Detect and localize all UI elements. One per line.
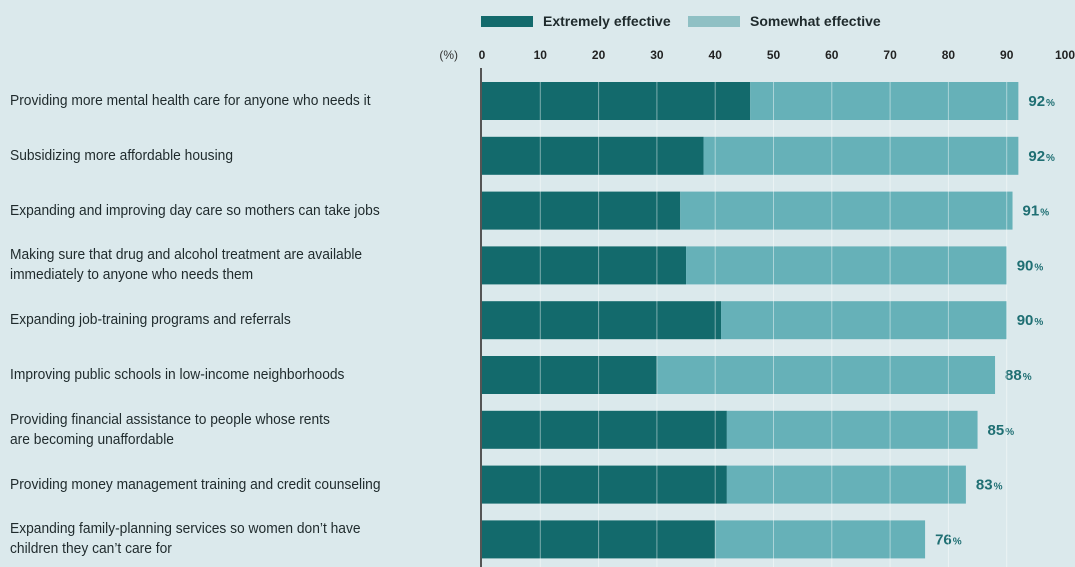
bar-extremely-effective xyxy=(482,191,681,230)
bar-extremely-effective xyxy=(482,301,722,340)
bar-somewhat-effective xyxy=(656,356,996,394)
category-label: Expanding job-training programs and refe… xyxy=(10,311,291,329)
bar-total-label: 90% xyxy=(1017,257,1044,274)
bar-somewhat-effective xyxy=(715,520,926,559)
legend-swatch xyxy=(481,15,533,27)
x-tick-label: 20 xyxy=(592,48,606,62)
legend-item-somewhat-effective: Somewhat effective xyxy=(688,10,881,32)
x-tick-label: 70 xyxy=(883,48,897,62)
x-tick-label: 30 xyxy=(650,48,664,62)
bar-total-label: 83% xyxy=(976,477,1003,494)
legend-swatch xyxy=(688,15,740,27)
x-tick-label: 50 xyxy=(767,48,781,62)
category-label: Providing money management training and … xyxy=(10,475,381,493)
category-label: Subsidizing more affordable housing xyxy=(10,146,233,164)
x-tick-label: 80 xyxy=(942,48,956,62)
bar-somewhat-effective xyxy=(680,191,1013,230)
bar-total-label: 90% xyxy=(1017,312,1044,329)
category-label: Making sure that drug and alcohol treatm… xyxy=(10,246,363,284)
bar-total-label: 85% xyxy=(988,422,1015,439)
bar-total-label: 92% xyxy=(1028,148,1055,165)
category-label: Providing more mental health care for an… xyxy=(10,92,371,109)
bar-extremely-effective xyxy=(482,82,751,120)
x-tick-label: 40 xyxy=(709,48,723,62)
bar-total-label: 92% xyxy=(1028,93,1055,110)
legend-label: Extremely effective xyxy=(543,13,671,29)
bar-somewhat-effective xyxy=(750,82,1019,120)
bar-somewhat-effective xyxy=(726,410,978,449)
category-label: Expanding family-planning services so wo… xyxy=(10,520,361,558)
bar-total-label: 91% xyxy=(1023,203,1050,220)
bar-extremely-effective xyxy=(482,520,716,559)
x-tick-label: 90 xyxy=(1000,48,1014,62)
bar-somewhat-effective xyxy=(726,465,966,504)
bar-total-label: 76% xyxy=(935,531,962,548)
legend-item-extremely-effective: Extremely effective xyxy=(481,10,671,32)
bar-somewhat-effective xyxy=(721,301,1007,340)
bar-somewhat-effective xyxy=(686,246,1007,285)
x-tick-label: 60 xyxy=(825,48,839,62)
bar-extremely-effective xyxy=(482,136,704,175)
category-label: Improving public schools in low-income n… xyxy=(10,366,345,383)
bar-extremely-effective xyxy=(482,410,727,449)
bar-total-label: 88% xyxy=(1005,367,1032,384)
legend-label: Somewhat effective xyxy=(750,13,881,29)
x-tick-label: 0 xyxy=(479,48,486,62)
x-tick-label: 100 xyxy=(1055,48,1075,62)
bar-extremely-effective xyxy=(482,246,687,285)
axis-unit-label: (%) xyxy=(439,48,458,62)
category-label: Expanding and improving day care so moth… xyxy=(10,201,380,219)
bar-extremely-effective xyxy=(482,356,657,394)
bar-somewhat-effective xyxy=(703,136,1019,175)
x-tick-label: 10 xyxy=(534,48,548,62)
category-label: Providing financial assistance to people… xyxy=(10,410,330,448)
bar-extremely-effective xyxy=(482,465,727,504)
